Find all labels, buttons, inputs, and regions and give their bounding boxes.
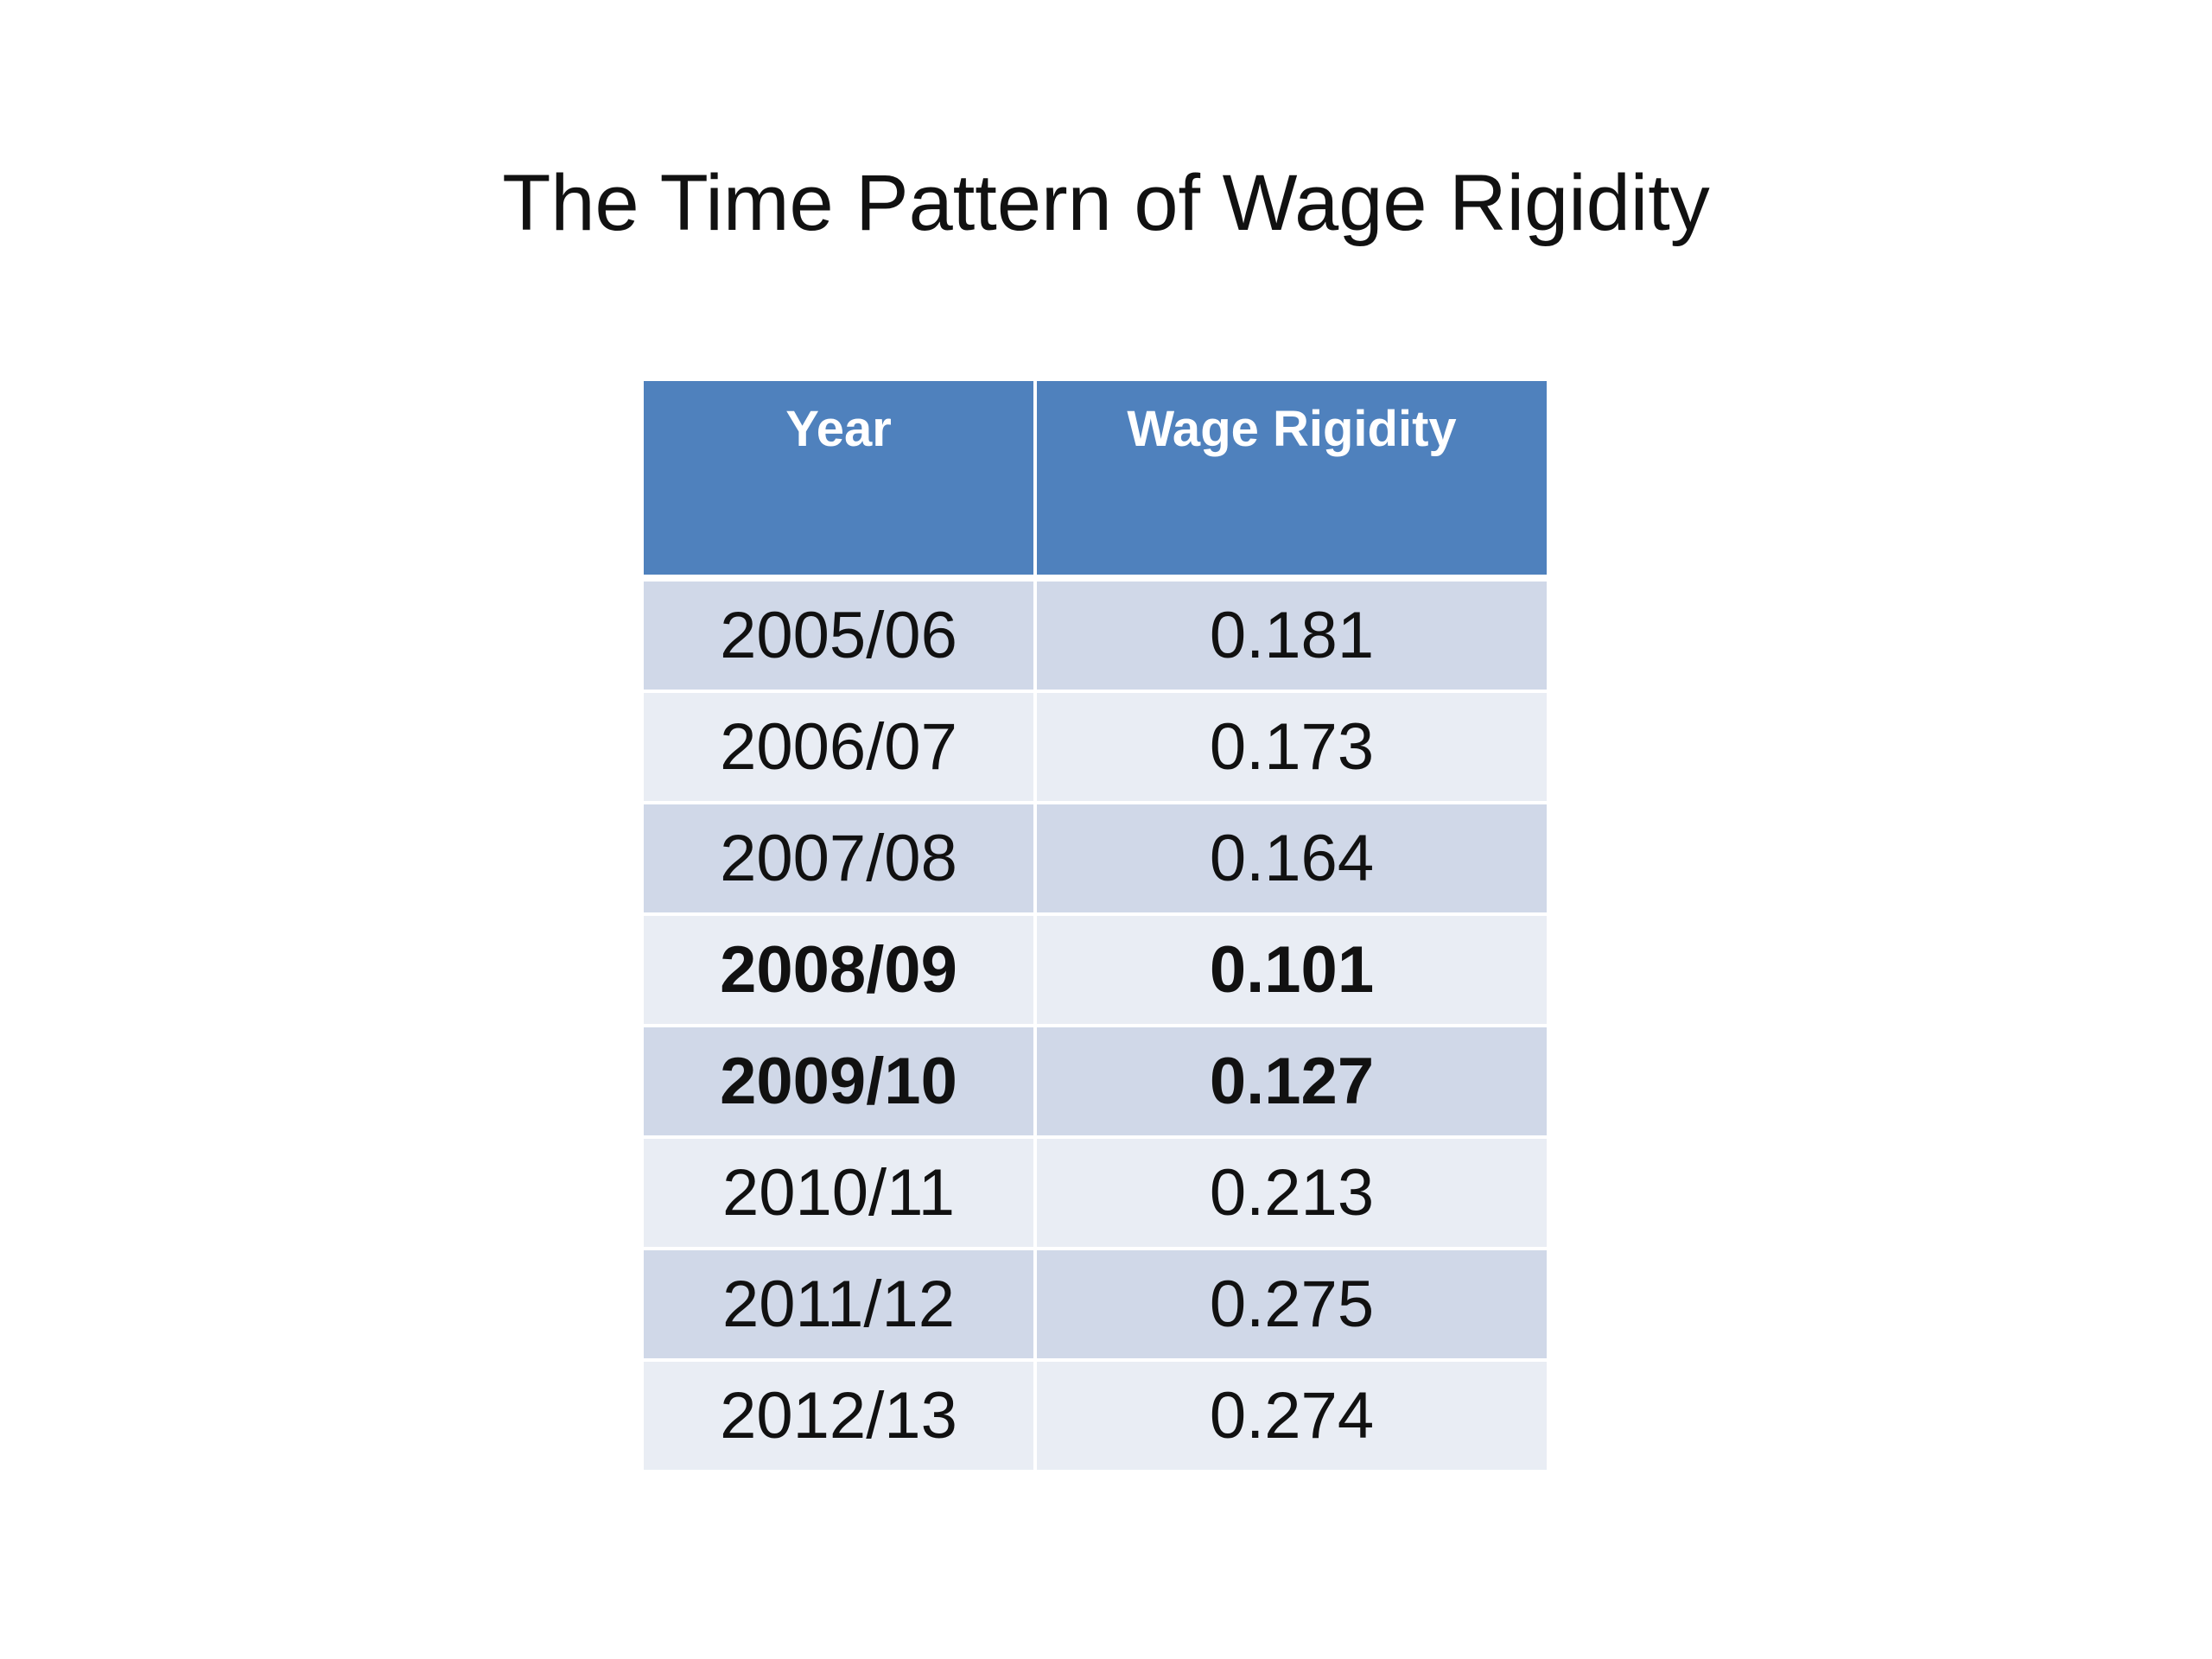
- table-row: 2008/09 0.101: [644, 916, 1547, 1027]
- wage-rigidity-table: Year Wage Rigidity 2005/06 0.181 2006/07…: [644, 381, 1547, 1470]
- wage-rigidity-cell: 0.274: [1037, 1362, 1547, 1470]
- table-row: 2011/12 0.275: [644, 1250, 1547, 1362]
- table-header-row: Year Wage Rigidity: [644, 381, 1547, 582]
- year-cell: 2010/11: [644, 1139, 1037, 1250]
- wage-rigidity-cell: 0.164: [1037, 804, 1547, 916]
- year-cell: 2006/07: [644, 693, 1037, 804]
- wage-rigidity-cell: 0.275: [1037, 1250, 1547, 1362]
- table-row: 2006/07 0.173: [644, 693, 1547, 804]
- table-row: 2009/10 0.127: [644, 1027, 1547, 1139]
- header-wage-rigidity: Wage Rigidity: [1037, 381, 1547, 582]
- table-row: 2010/11 0.213: [644, 1139, 1547, 1250]
- year-cell: 2005/06: [644, 582, 1037, 693]
- header-year: Year: [644, 381, 1037, 582]
- table-row: 2005/06 0.181: [644, 582, 1547, 693]
- year-cell: 2012/13: [644, 1362, 1037, 1470]
- wage-rigidity-cell: 0.173: [1037, 693, 1547, 804]
- wage-rigidity-cell: 0.127: [1037, 1027, 1547, 1139]
- wage-rigidity-cell: 0.213: [1037, 1139, 1547, 1250]
- wage-rigidity-cell: 0.181: [1037, 582, 1547, 693]
- year-cell: 2009/10: [644, 1027, 1037, 1139]
- slide-title: The Time Pattern of Wage Rigidity: [502, 159, 1710, 247]
- table-row: 2007/08 0.164: [644, 804, 1547, 916]
- year-cell: 2007/08: [644, 804, 1037, 916]
- wage-rigidity-cell: 0.101: [1037, 916, 1547, 1027]
- year-cell: 2008/09: [644, 916, 1037, 1027]
- table-row: 2012/13 0.274: [644, 1362, 1547, 1470]
- year-cell: 2011/12: [644, 1250, 1037, 1362]
